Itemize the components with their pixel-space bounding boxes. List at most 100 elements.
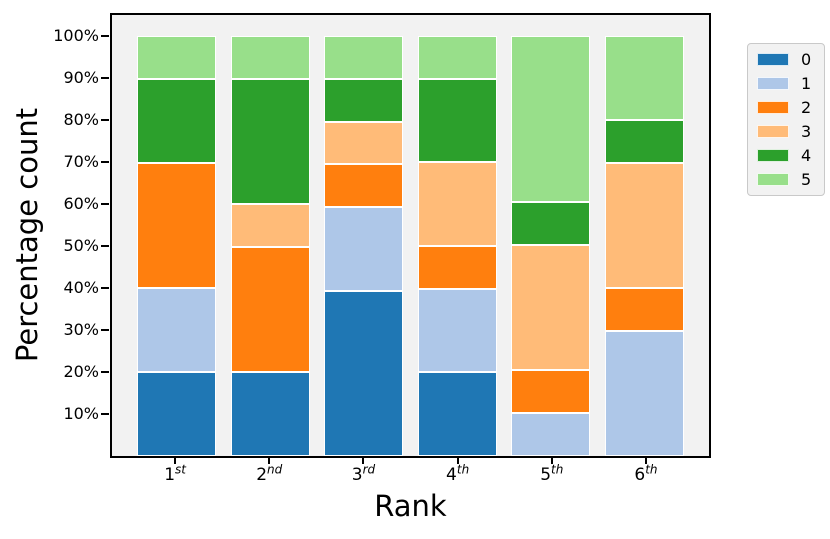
- legend-swatch-3: [757, 125, 789, 138]
- legend-label: 3: [801, 122, 812, 141]
- bar-segment-4: [137, 79, 217, 163]
- bar-column: [411, 15, 505, 456]
- stacked-bars: [112, 15, 709, 456]
- bar-segment-5: [511, 36, 591, 202]
- legend-swatch-5: [757, 173, 789, 186]
- bar-segment-5: [137, 36, 217, 79]
- y-tick-mark: [101, 77, 109, 79]
- bar-column: [224, 15, 318, 456]
- bar-segment-1: [511, 413, 591, 456]
- stacked-bar: [230, 36, 310, 456]
- bar-segment-3: [511, 245, 591, 370]
- plot-area: [110, 13, 711, 458]
- bar-segment-2: [604, 288, 684, 331]
- bar-column: [130, 15, 224, 456]
- x-tick: 4th: [411, 458, 505, 485]
- bar-segment-0: [230, 372, 310, 456]
- legend-label: 1: [801, 74, 812, 93]
- y-tick-label: 10%: [63, 404, 99, 423]
- bar-segment-1: [324, 207, 404, 291]
- y-tick-mark: [101, 35, 109, 37]
- y-tick-mark: [101, 161, 109, 163]
- x-tick-label: 4th: [446, 462, 470, 485]
- bar-segment-3: [417, 162, 497, 247]
- x-axis-ticks: 1st 2nd 3rd 4th 5th 6th: [110, 458, 711, 485]
- x-tick: 3rd: [316, 458, 410, 485]
- legend-entry-4: 4: [757, 146, 815, 165]
- legend-entry-2: 2: [757, 98, 815, 117]
- legend-label: 2: [801, 98, 812, 117]
- y-tick-mark: [101, 413, 109, 415]
- x-tick-label: 5th: [540, 462, 564, 485]
- legend-swatch-1: [757, 77, 789, 90]
- bar-segment-4: [230, 79, 310, 204]
- x-tick: 6th: [599, 458, 693, 485]
- legend-entry-3: 3: [757, 122, 815, 141]
- x-tick-mark: [644, 458, 647, 464]
- bar-segment-1: [137, 288, 217, 372]
- bar-segment-2: [511, 370, 591, 413]
- bar-segment-0: [417, 372, 497, 456]
- legend-label: 5: [801, 170, 812, 189]
- x-tick-label: 3rd: [351, 462, 376, 485]
- bar-segment-3: [230, 204, 310, 247]
- stacked-bar: [137, 36, 217, 456]
- legend: 0 1 2 3 4 5: [747, 43, 825, 196]
- legend-label: 0: [801, 50, 812, 69]
- y-tick-label: 100%: [53, 26, 99, 45]
- legend-entry-5: 5: [757, 170, 815, 189]
- x-tick-mark: [174, 458, 177, 464]
- bar-column: [504, 15, 598, 456]
- legend-swatch-4: [757, 149, 789, 162]
- legend-label: 4: [801, 146, 812, 165]
- bar-segment-3: [604, 163, 684, 288]
- bar-segment-1: [417, 288, 497, 373]
- y-tick-mark: [101, 203, 109, 205]
- y-tick-mark: [101, 329, 109, 331]
- x-tick-label: 1st: [164, 462, 186, 485]
- legend-swatch-0: [757, 53, 789, 66]
- stacked-bar: [604, 36, 684, 456]
- bar-segment-5: [230, 36, 310, 79]
- stacked-bar: [417, 36, 497, 456]
- stacked-bar: [511, 36, 591, 456]
- x-tick-label: 6th: [634, 462, 658, 485]
- legend-entry-0: 0: [757, 50, 815, 69]
- bar-segment-5: [324, 36, 404, 79]
- bar-segment-5: [604, 36, 684, 120]
- y-tick-mark: [101, 119, 109, 121]
- bar-segment-2: [324, 164, 404, 208]
- bar-segment-2: [230, 247, 310, 372]
- bar-column: [598, 15, 692, 456]
- bar-segment-4: [511, 202, 591, 245]
- x-axis-label: Rank: [374, 489, 447, 523]
- y-tick-mark: [101, 371, 109, 373]
- x-tick-mark: [362, 458, 365, 464]
- legend-swatch-2: [757, 101, 789, 114]
- bar-segment-2: [417, 246, 497, 289]
- bar-segment-1: [604, 331, 684, 456]
- x-tick: 5th: [505, 458, 599, 485]
- bar-segment-4: [604, 120, 684, 163]
- x-tick-mark: [268, 458, 271, 464]
- bar-segment-4: [324, 78, 404, 122]
- bar-segment-2: [137, 163, 217, 288]
- bar-segment-0: [137, 372, 217, 456]
- legend-entry-1: 1: [757, 74, 815, 93]
- y-tick-mark: [101, 287, 109, 289]
- x-tick-mark: [550, 458, 553, 464]
- bar-segment-3: [324, 121, 404, 165]
- stacked-bar: [324, 36, 404, 456]
- x-tick: 1st: [128, 458, 222, 485]
- bar-segment-4: [417, 78, 497, 163]
- y-axis-label: Percentage count: [10, 107, 44, 363]
- x-tick-mark: [456, 458, 459, 464]
- x-tick: 2nd: [222, 458, 316, 485]
- y-tick-mark: [101, 245, 109, 247]
- bar-segment-5: [417, 36, 497, 79]
- y-tick-label: 20%: [63, 362, 99, 381]
- bar-segment-0: [324, 290, 404, 456]
- x-tick-label: 2nd: [256, 462, 283, 485]
- y-tick-label: 90%: [63, 68, 99, 87]
